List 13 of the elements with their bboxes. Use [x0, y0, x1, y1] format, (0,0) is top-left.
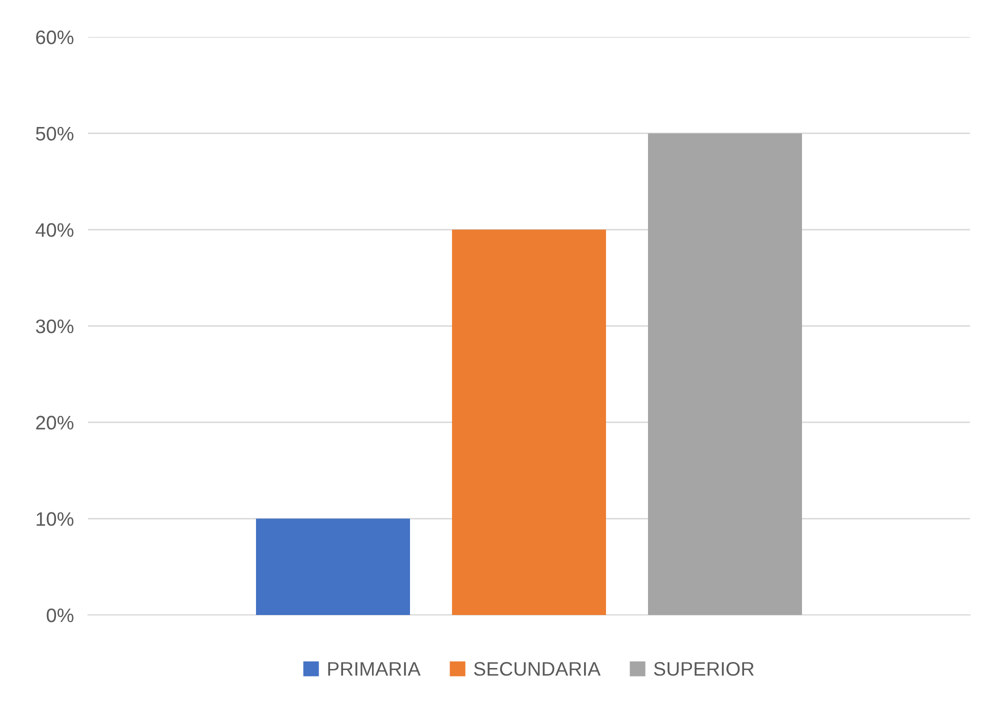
y-tick-label: 20% — [36, 416, 74, 430]
y-tick-label: 50% — [36, 126, 74, 141]
y-tick-label: 40% — [36, 223, 74, 237]
legend-label: SUPERIOR — [654, 662, 754, 676]
bar — [648, 133, 802, 615]
bar — [452, 230, 606, 615]
legend-label: PRIMARIA — [328, 662, 421, 676]
bar — [256, 518, 410, 615]
y-tick-label: 0% — [46, 608, 74, 622]
legend-label: SECUNDARIA — [474, 662, 601, 676]
y-tick-label: 10% — [36, 512, 74, 526]
y-tick-label: 30% — [36, 319, 74, 334]
y-tick-label: 60% — [36, 30, 74, 44]
